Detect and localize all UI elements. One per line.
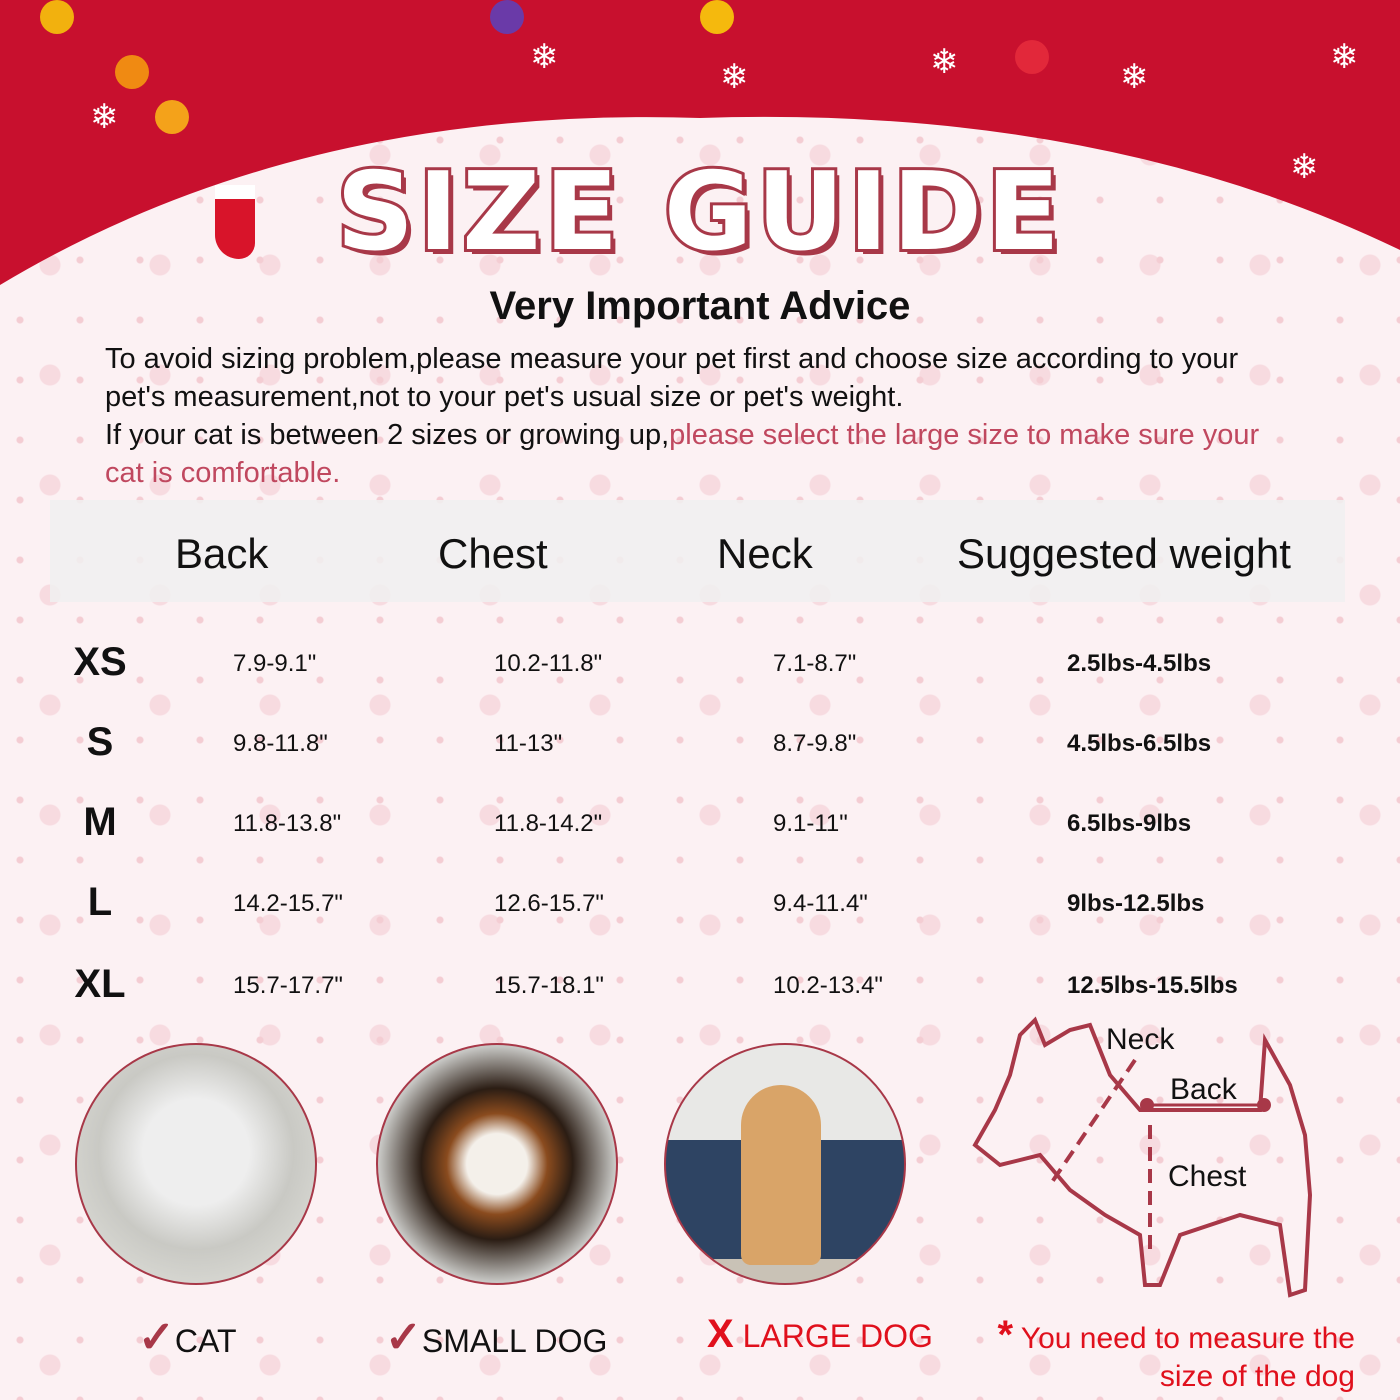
ornament-icon <box>155 100 189 134</box>
chest-value: 12.6-15.7" <box>494 890 604 917</box>
snowflake-icon: ❄ <box>90 98 119 136</box>
diagram-label-chest: Chest <box>1168 1160 1247 1193</box>
table-row: XL 15.7-17.7" 15.7-18.1" 10.2-13.4" 12.5lbs-… <box>0 962 1400 1022</box>
chest-value: 11-13" <box>494 730 563 757</box>
kitten-photo <box>75 1043 317 1285</box>
chest-value: 15.7-18.1" <box>494 972 604 999</box>
neck-value: 8.7-9.8" <box>773 730 857 757</box>
ornament-icon <box>115 55 149 89</box>
advice-text: To avoid sizing problem,please measure y… <box>105 340 1305 492</box>
back-value: 7.9-9.1" <box>233 650 317 677</box>
back-value: 15.7-17.7" <box>233 972 343 999</box>
size-label: M <box>83 800 117 844</box>
weight-value: 9lbs-12.5lbs <box>1067 890 1205 917</box>
column-header-chest: Chest <box>438 530 548 577</box>
size-label: L <box>87 880 113 924</box>
advice-line-2: If your cat is between 2 sizes or growin… <box>105 419 670 451</box>
advice-highlight: please select the large size to make sur… <box>105 419 1260 489</box>
star-icon: * <box>997 1313 1014 1357</box>
snowflake-icon: ❄ <box>1290 148 1319 186</box>
neck-value: 9.4-11.4" <box>773 890 868 917</box>
large-dog-photo <box>664 1043 906 1285</box>
snowflake-icon: ❄ <box>930 43 959 81</box>
back-value: 9.8-11.8" <box>233 730 328 757</box>
snowflake-icon: ❄ <box>530 38 559 76</box>
chest-value: 10.2-11.8" <box>494 650 603 677</box>
snowflake-icon: ❄ <box>1120 58 1149 96</box>
snowflake-icon: ❄ <box>1330 38 1359 76</box>
diagram-label-back: Back <box>1170 1073 1237 1106</box>
ornament-icon <box>700 0 734 34</box>
weight-value: 2.5lbs-4.5lbs <box>1067 650 1212 677</box>
dog-measurement-diagram <box>972 1016 1313 1298</box>
column-header-neck: Neck <box>717 530 813 577</box>
weight-value: 12.5lbs-15.5lbs <box>1067 972 1238 999</box>
table-header-band <box>50 500 1345 602</box>
neck-value: 10.2-13.4" <box>773 972 883 999</box>
measure-note: * You need to measure the size of the do… <box>997 1313 1355 1393</box>
column-header-weight: Suggested weight <box>957 530 1291 577</box>
check-icon: ✓ <box>385 1313 422 1362</box>
diagram-label-neck: Neck <box>1106 1023 1175 1056</box>
beagle-puppy-photo <box>376 1043 618 1285</box>
table-row: S 9.8-11.8" 11-13" 8.7-9.8" 4.5lbs-6.5lbs <box>0 720 1400 780</box>
advice-heading: Very Important Advice <box>489 284 911 328</box>
cross-icon: X <box>707 1312 734 1356</box>
column-header-back: Back <box>175 530 269 577</box>
weight-value: 6.5lbs-9lbs <box>1067 810 1192 837</box>
weight-value: 4.5lbs-6.5lbs <box>1067 730 1212 757</box>
neck-value: 7.1-8.7" <box>773 650 857 677</box>
page-title: SIZE GUIDE <box>333 147 1064 278</box>
table-row: L 14.2-15.7" 12.6-15.7" 9.4-11.4" 9lbs-12.5l… <box>0 880 1400 940</box>
size-label: XS <box>73 640 127 684</box>
size-label: S <box>86 720 114 764</box>
back-value: 14.2-15.7" <box>233 890 343 917</box>
check-icon: ✓ <box>138 1313 175 1362</box>
label-cat: ✓CAT <box>138 1313 237 1362</box>
neck-value: 9.1-11" <box>773 810 848 837</box>
dog-silhouette <box>741 1085 821 1265</box>
snowflake-icon: ❄ <box>720 58 749 96</box>
chest-value: 11.8-14.2" <box>494 810 603 837</box>
size-label: XL <box>74 962 126 1006</box>
table-row: XS 7.9-9.1" 10.2-11.8" 7.1-8.7" 2.5lbs-4.5lb… <box>0 640 1400 700</box>
ornament-icon <box>1015 40 1049 74</box>
stocking-icon <box>215 185 255 259</box>
red-christmas-banner <box>0 0 1400 285</box>
label-large-dog: X LARGE DOG <box>707 1312 933 1356</box>
table-row: M 11.8-13.8" 11.8-14.2" 9.1-11" 6.5lbs-9lbs <box>0 800 1400 860</box>
ornament-icon <box>490 0 524 34</box>
label-small-dog: ✓SMALL DOG <box>385 1313 608 1362</box>
back-value: 11.8-13.8" <box>233 810 342 837</box>
advice-line-1: To avoid sizing problem,please measure y… <box>105 343 1239 413</box>
ornament-icon <box>40 0 74 34</box>
